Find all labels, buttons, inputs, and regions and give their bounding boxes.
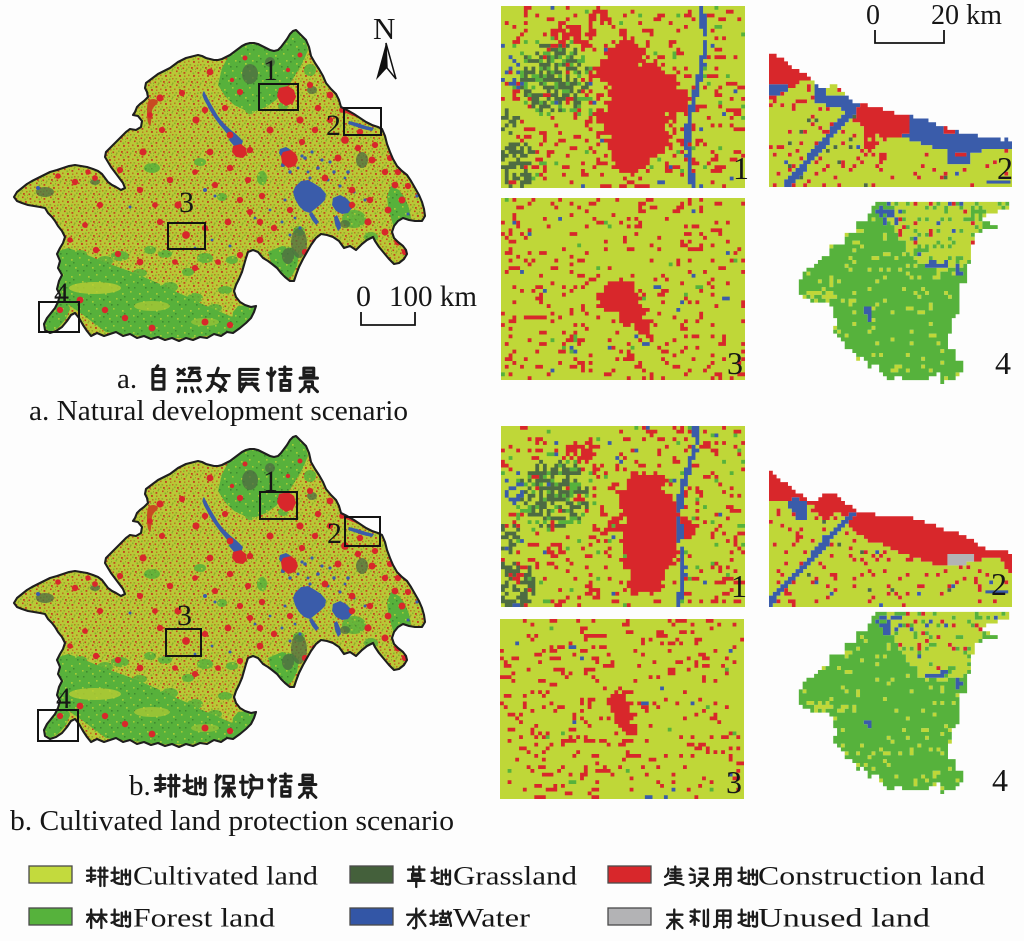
svg-text:3: 3 bbox=[177, 599, 192, 632]
svg-text:1: 1 bbox=[263, 54, 278, 87]
svg-text:b. Cultivated land protection: b. Cultivated land protection scenario bbox=[10, 806, 454, 837]
svg-text:0: 0 bbox=[866, 0, 880, 31]
svg-text:a. Natural development scenari: a. Natural development scenario bbox=[29, 396, 408, 427]
svg-text:20 km: 20 km bbox=[931, 0, 1002, 31]
svg-text:2: 2 bbox=[997, 150, 1013, 186]
svg-text:Unused land: Unused land bbox=[758, 904, 930, 933]
svg-text:2: 2 bbox=[991, 566, 1007, 602]
svg-text:3: 3 bbox=[179, 186, 194, 219]
svg-text:3: 3 bbox=[726, 764, 742, 800]
svg-text:Cultivated land: Cultivated land bbox=[133, 862, 318, 891]
svg-text:Forest land: Forest land bbox=[133, 904, 275, 933]
svg-text:1: 1 bbox=[731, 568, 747, 604]
svg-text:2: 2 bbox=[327, 517, 342, 550]
svg-text:4: 4 bbox=[992, 762, 1008, 798]
svg-text:Water: Water bbox=[453, 904, 530, 933]
svg-text:2: 2 bbox=[326, 109, 341, 142]
svg-text:Construction land: Construction land bbox=[758, 862, 985, 891]
svg-text:4: 4 bbox=[54, 277, 69, 310]
svg-text:a.: a. bbox=[117, 363, 137, 395]
svg-text:0: 0 bbox=[356, 280, 371, 313]
svg-text:1: 1 bbox=[733, 150, 749, 186]
svg-text:N: N bbox=[373, 11, 395, 46]
svg-text:4: 4 bbox=[56, 682, 71, 715]
svg-text:100 km: 100 km bbox=[389, 280, 477, 313]
svg-text:4: 4 bbox=[995, 345, 1011, 381]
svg-text:1: 1 bbox=[263, 465, 278, 498]
svg-text:b.: b. bbox=[129, 770, 151, 802]
svg-text:Grassland: Grassland bbox=[453, 862, 577, 891]
svg-text:3: 3 bbox=[727, 345, 743, 381]
